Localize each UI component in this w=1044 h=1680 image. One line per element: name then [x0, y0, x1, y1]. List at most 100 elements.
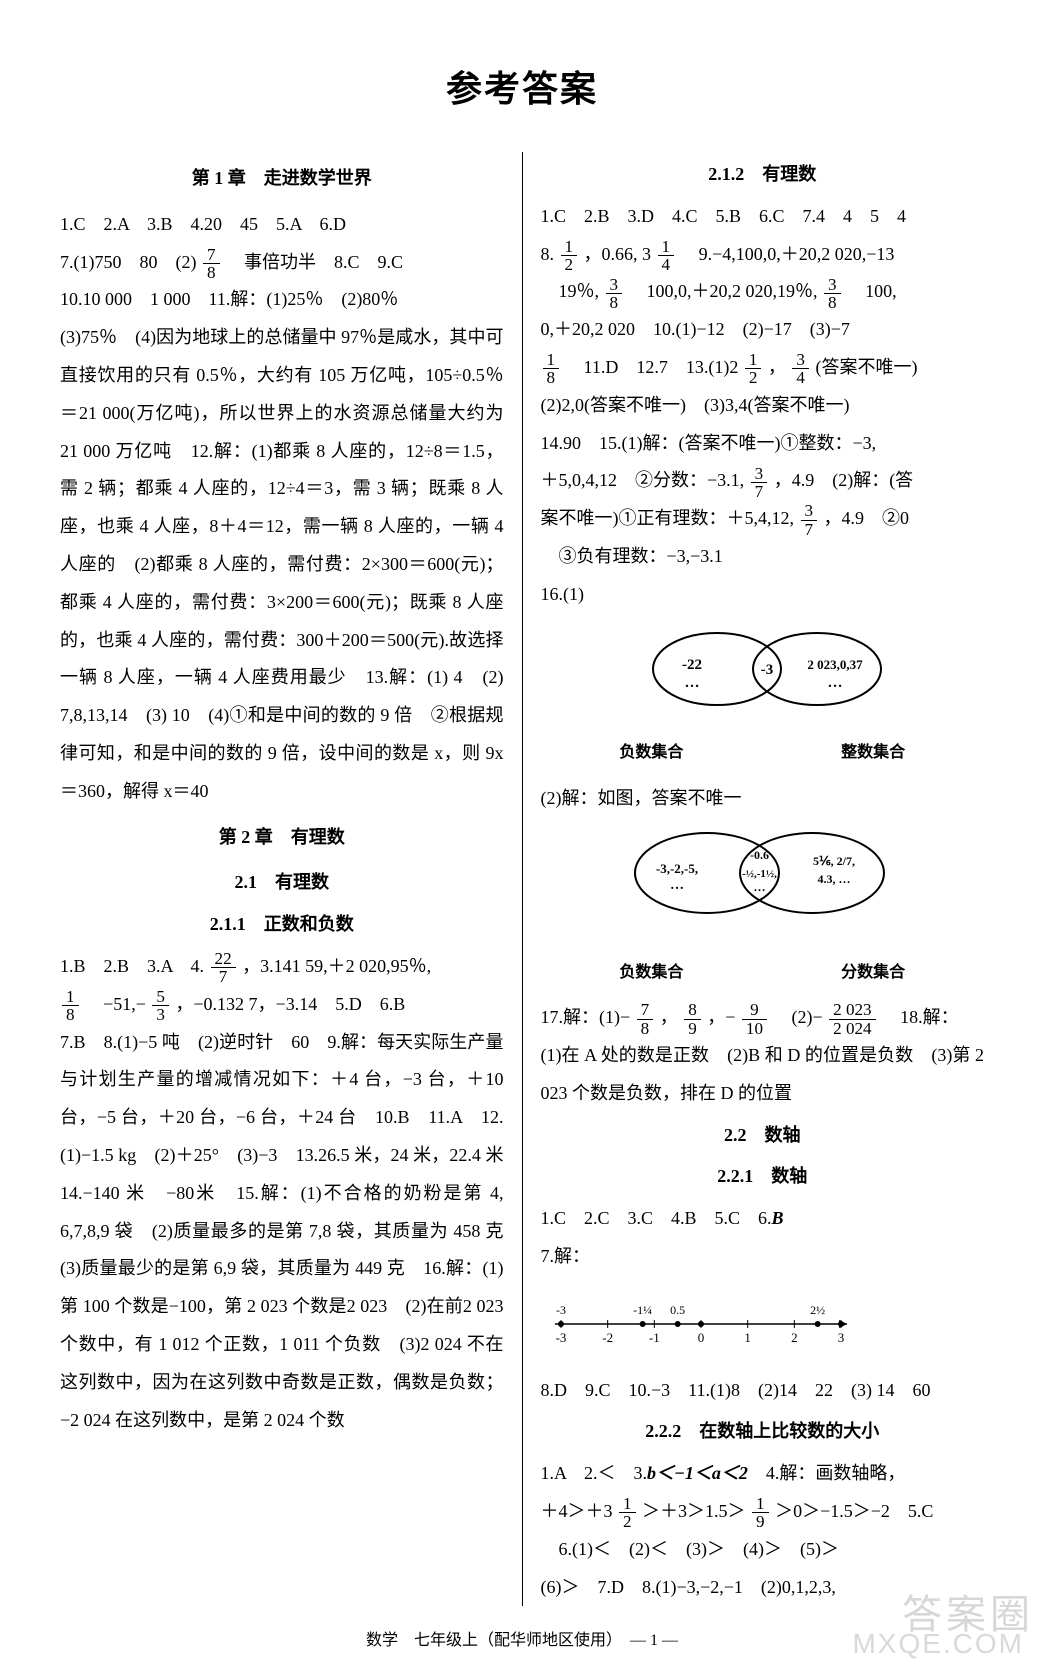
fraction-3-7: 37 — [801, 502, 818, 537]
text: ＞0＞−1.5＞−2 5.C — [775, 1501, 933, 1521]
right-column: 2.1.2 有理数 1.C 2.B 3.D 4.C 5.B 6.C 7.4 4 … — [523, 152, 995, 1606]
fraction-3-7: 37 — [751, 465, 768, 500]
answer-line: 18 11.D 12.7 13.(1)2 12 ， 34 (答案不唯一) — [541, 349, 985, 387]
text: 17.解：(1)− — [541, 1007, 631, 1027]
text: ，3.141 59,＋2 020,95％, — [242, 956, 431, 976]
svg-text:5⅙, 2/7,: 5⅙, 2/7, — [813, 854, 855, 868]
answer-line: 19％, 38 100,0,＋20,2 020,19％, 38 100, — [541, 273, 985, 311]
answer-line: 10.10 000 1 000 11.解：(1)25％ (2)80％ — [60, 281, 504, 319]
watermark-url: MXQE.COM — [852, 1628, 1024, 1660]
sub-2-1-2: 2.1.2 有理数 — [541, 156, 985, 194]
answer-line: 6.(1)＜ (2)＜ (3)＞ (4)＞ (5)＞ — [541, 1531, 985, 1569]
text: ，4.9 ②0 — [824, 508, 910, 528]
text: 100,0,＋20,2 020,19％, — [629, 281, 818, 301]
svg-text:-3: -3 — [761, 662, 774, 678]
text: 1.B 2.B 3.A 4. — [60, 956, 204, 976]
svg-text:…: … — [828, 675, 843, 691]
fraction-1-8: 18 — [543, 351, 560, 386]
venn2-right-label: 分数集合 — [841, 956, 905, 990]
svg-text:-22: -22 — [682, 657, 702, 673]
fraction-3-4: 34 — [792, 351, 809, 386]
answer-line: 1.B 2.B 3.A 4. 227 ，3.141 59,＋2 020,95％, — [60, 948, 504, 986]
fraction-1-2: 12 — [561, 238, 578, 273]
text: ＞＋3＞1.5＞ — [642, 1501, 746, 1521]
fraction-3-8: 38 — [606, 276, 623, 311]
text: 7.(1)750 80 (2) — [60, 252, 196, 272]
text: (答案不唯一) — [815, 357, 917, 377]
fraction-1-8: 18 — [62, 988, 79, 1023]
text: ， — [660, 1007, 678, 1027]
text: 1.C 2.C 3.C 4.B 5.C 6. — [541, 1208, 772, 1228]
fraction-7-8: 78 — [203, 246, 220, 281]
text: −51,− — [85, 994, 146, 1014]
answer-line: ③负有理数：−3,−3.1 — [541, 538, 985, 576]
svg-text:…: … — [670, 878, 684, 893]
text: ，−0.132 7，−3.14 5.D 6.B — [175, 994, 405, 1014]
svg-text:3: 3 — [837, 1330, 844, 1345]
answer-line: 17.解：(1)− 78 ， 89 ，− 910 (2)− 2 0232 024… — [541, 999, 985, 1037]
sub-2-1-1: 2.1.1 正数和负数 — [60, 906, 504, 944]
fraction-22-7: 227 — [211, 950, 236, 985]
numberline-svg: -3-2-10123-3-1¼0.52½ — [541, 1282, 861, 1352]
text: 事倍功半 8.C 9.C — [226, 252, 403, 272]
fraction-8-9: 89 — [684, 1001, 701, 1036]
text: (2)− — [773, 1007, 822, 1027]
svg-text:-0.6: -0.6 — [750, 848, 769, 862]
svg-text:-1: -1 — [648, 1330, 659, 1345]
answer-line: ＋4＞＋3 12 ＞＋3＞1.5＞ 19 ＞0＞−1.5＞−2 5.C — [541, 1493, 985, 1531]
fraction-3-8: 38 — [824, 276, 841, 311]
answer-block: (3)75％ (4)因为地球上的总储量中 97％是咸水，其中可直接饮用的只有 0… — [60, 319, 504, 810]
venn-diagram-2: -3,-2,-5,…-0.6-½,-1½,…5⅙, 2/7,4.3, … 负数集… — [541, 828, 985, 989]
answer-block: 7.B 8.(1)−5 吨 (2)逆时针 60 9.解：每天实际生产量与计划生产… — [60, 1024, 504, 1440]
svg-text:-3,-2,-5,: -3,-2,-5, — [656, 861, 698, 876]
svg-text:2: 2 — [791, 1330, 798, 1345]
answer-line: 7.解： — [541, 1238, 985, 1276]
fraction-1-2: 12 — [745, 351, 762, 386]
sub-2-2-2: 2.2.2 在数轴上比较数的大小 — [541, 1413, 985, 1451]
answer-line: 1.A 2.＜ 3.b＜−1＜a＜2 4.解：画数轴略， — [541, 1455, 985, 1493]
svg-text:2½: 2½ — [810, 1303, 825, 1317]
answer-line: (2)解：如图，答案不唯一 — [541, 780, 985, 818]
svg-text:0: 0 — [697, 1330, 704, 1345]
answer-line: ＋5,0,4,12 ②分数：−3.1, 37 ，4.9 (2)解：(答 — [541, 462, 985, 500]
text: 9.−4,100,0,＋20,2 020,−13 — [681, 244, 895, 264]
text: ＋4＞＋3 — [541, 1501, 613, 1521]
svg-text:-1¼: -1¼ — [633, 1303, 652, 1317]
number-line: -3-2-10123-3-1¼0.52½ — [541, 1282, 985, 1366]
venn1-right-label: 整数集合 — [841, 736, 905, 770]
venn1-svg: -22…-32 023,0,37… — [622, 624, 902, 719]
text: 19％, — [541, 281, 600, 301]
text: 8. — [541, 244, 555, 264]
svg-text:-½,-1½,: -½,-1½, — [742, 868, 777, 880]
text: ＋5,0,4,12 ②分数：−3.1, — [541, 470, 745, 490]
answer-line: 7.(1)750 80 (2) 78 事倍功半 8.C 9.C — [60, 244, 504, 282]
answer-line: 18 −51,− 53 ，−0.132 7，−3.14 5.D 6.B — [60, 986, 504, 1024]
left-column: 第 1 章 走进数学世界 1.C 2.A 3.B 4.20 45 5.A 6.D… — [50, 152, 523, 1606]
text: ，− — [707, 1007, 735, 1027]
text: ，0.66, 3 — [584, 244, 652, 264]
text: b＜−1＜a＜2 — [647, 1463, 748, 1483]
text: 案不唯一)①正有理数：＋5,4,12, — [541, 508, 795, 528]
svg-text:…: … — [754, 880, 766, 894]
answer-line: 0,＋20,2 020 10.(1)−12 (2)−17 (3)−7 — [541, 311, 985, 349]
text: 1.A 2.＜ 3. — [541, 1463, 648, 1483]
fraction-1-2: 12 — [619, 1495, 636, 1530]
fraction-5-3: 53 — [152, 988, 169, 1023]
venn2-svg: -3,-2,-5,…-0.6-½,-1½,…5⅙, 2/7,4.3, … — [612, 828, 912, 938]
page-title: 参考答案 — [50, 60, 994, 112]
svg-text:0.5: 0.5 — [670, 1303, 685, 1317]
answer-line: 16.(1) — [541, 576, 985, 614]
answer-line: 1.C 2.B 3.D 4.C 5.B 6.C 7.4 4 5 4 — [541, 198, 985, 236]
venn2-left-label: 负数集合 — [619, 956, 683, 990]
sub-2-2-1: 2.2.1 数轴 — [541, 1158, 985, 1196]
fraction-9-10: 910 — [742, 1001, 767, 1036]
svg-text:-2: -2 — [602, 1330, 613, 1345]
svg-text:1: 1 — [744, 1330, 751, 1345]
section-2-1: 2.1 有理数 — [60, 864, 504, 902]
text: 11.D 12.7 13.(1)2 — [566, 357, 739, 377]
text: B — [772, 1208, 784, 1228]
text: 100, — [847, 281, 897, 301]
chapter-2-title: 第 2 章 有理数 — [60, 819, 504, 857]
fraction-1-9: 19 — [752, 1495, 769, 1530]
svg-text:2 023,0,37: 2 023,0,37 — [808, 657, 864, 672]
